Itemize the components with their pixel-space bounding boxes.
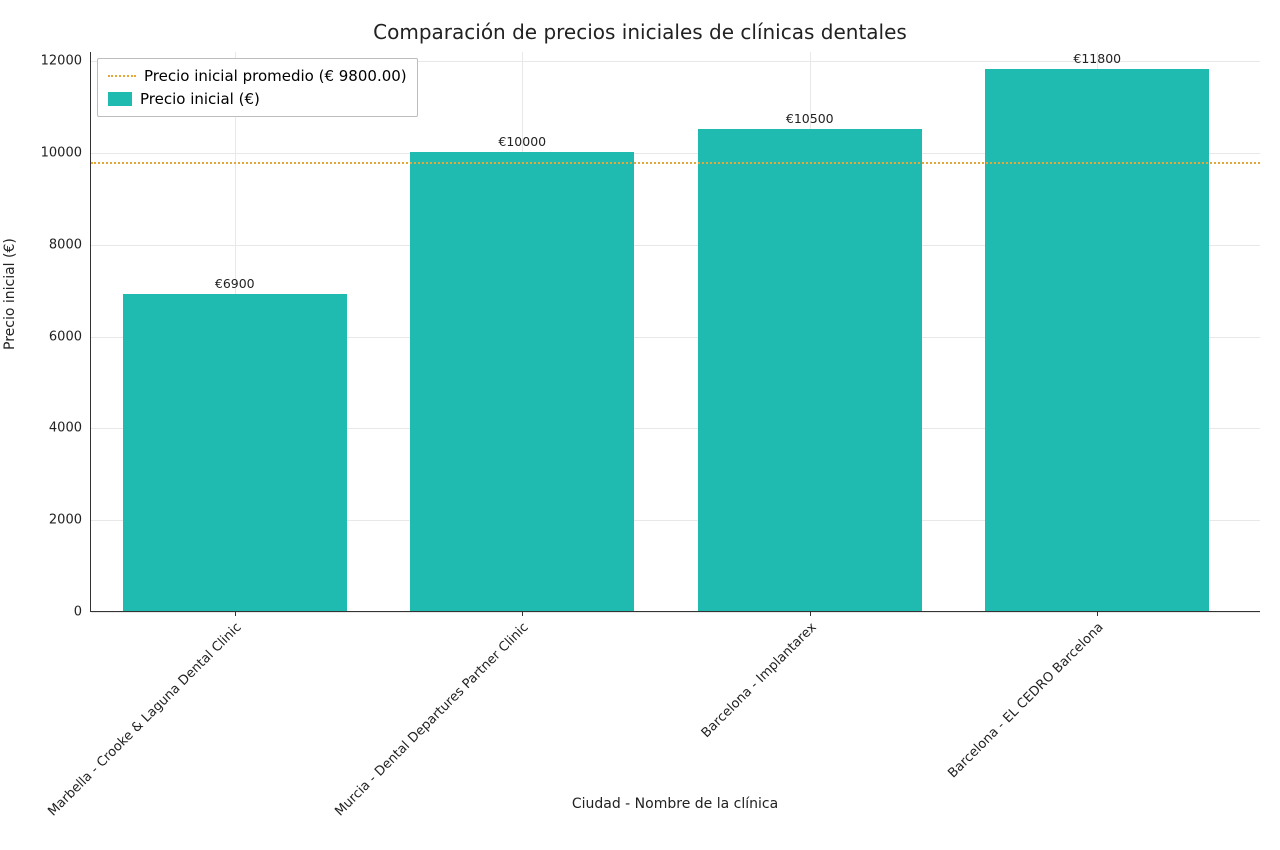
plot-area: Precio inicial promedio (€ 9800.00)Preci… xyxy=(90,52,1260,612)
legend-line-swatch xyxy=(108,75,136,77)
y-tick-label: 10000 xyxy=(41,145,82,160)
y-tick-label: 4000 xyxy=(49,421,82,436)
x-tick-label: Barcelona - Implantarex xyxy=(698,620,819,741)
legend-item: Precio inicial (€) xyxy=(108,88,407,111)
bar-value-label: €10000 xyxy=(498,134,546,153)
y-axis-label: Precio inicial (€) xyxy=(2,238,18,350)
chart-title: Comparación de precios iniciales de clín… xyxy=(20,20,1260,44)
legend-label: Precio inicial promedio (€ 9800.00) xyxy=(144,65,407,88)
y-tick-label: 8000 xyxy=(49,237,82,252)
y-tick-label: 0 xyxy=(74,605,82,620)
y-tick-label: 12000 xyxy=(41,54,82,69)
x-tick-label: Barcelona - EL CEDRO Barcelona xyxy=(946,620,1107,781)
bar xyxy=(123,294,347,611)
legend-box-swatch xyxy=(108,92,132,106)
bar xyxy=(410,152,634,611)
legend-label: Precio inicial (€) xyxy=(140,88,260,111)
bar-value-label: €11800 xyxy=(1073,51,1121,70)
bar xyxy=(985,69,1209,611)
legend-box: Precio inicial promedio (€ 9800.00)Preci… xyxy=(97,58,418,117)
y-tick-label: 2000 xyxy=(49,513,82,528)
y-axis: Precio inicial (€) 020004000600080001000… xyxy=(20,52,90,612)
bar-value-label: €10500 xyxy=(786,111,834,130)
x-axis-labels: Marbella - Crooke & Laguna Dental Clinic… xyxy=(90,612,1260,792)
average-line xyxy=(91,162,1260,164)
bar-value-label: €6900 xyxy=(215,276,255,295)
x-axis-label: Ciudad - Nombre de la clínica xyxy=(90,796,1260,812)
x-tick-label: Marbella - Crooke & Laguna Dental Clinic xyxy=(45,620,244,819)
y-tick-label: 6000 xyxy=(49,329,82,344)
chart-container: Comparación de precios iniciales de clín… xyxy=(20,20,1260,830)
x-tick-label: Murcia - Dental Departures Partner Clini… xyxy=(333,620,532,819)
bar xyxy=(698,129,922,611)
plot-row: Precio inicial (€) 020004000600080001000… xyxy=(20,52,1260,612)
legend-item: Precio inicial promedio (€ 9800.00) xyxy=(108,65,407,88)
